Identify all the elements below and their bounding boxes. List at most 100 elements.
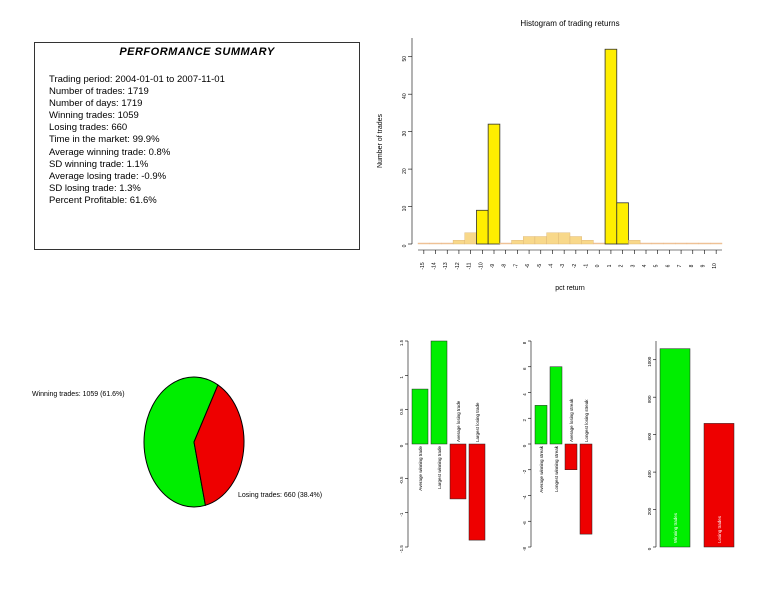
y-tick-label: 400 bbox=[647, 470, 652, 478]
returns-histogram: Histogram of trading returns pct return Nu… bbox=[377, 19, 723, 292]
histogram-bar bbox=[663, 242, 676, 245]
y-tick-label: 30 bbox=[402, 131, 408, 137]
bar bbox=[579, 443, 593, 535]
histogram-bar bbox=[581, 240, 594, 245]
bar-label: Longest winning streak bbox=[554, 445, 559, 492]
x-tick-label: 2 bbox=[619, 264, 625, 267]
pie-label-winning: Winning trades: 1059 (61.6%) bbox=[32, 391, 125, 398]
bar-label: Winning trades bbox=[673, 512, 678, 543]
y-tick-label: 4 bbox=[522, 393, 527, 396]
y-tick-label: 10 bbox=[402, 206, 408, 212]
bar-label: Longest losing streak bbox=[584, 399, 589, 442]
bar-label: Losing trades bbox=[717, 515, 722, 543]
y-tick-label: -6 bbox=[522, 521, 527, 525]
summary-title: PERFORMANCE SUMMARY bbox=[119, 46, 275, 58]
histogram-bar bbox=[534, 236, 547, 245]
summary-line: Time in the market: 99.9% bbox=[49, 134, 160, 146]
pie-slice-losing bbox=[193, 384, 245, 506]
x-tick-label: -14 bbox=[432, 262, 438, 269]
x-tick-label: -13 bbox=[443, 262, 449, 269]
x-tick-label: -4 bbox=[548, 264, 554, 269]
histogram-bar bbox=[476, 209, 489, 245]
bar bbox=[430, 340, 448, 445]
x-tick-label: -11 bbox=[467, 262, 473, 269]
bar bbox=[534, 405, 548, 445]
bar bbox=[411, 388, 429, 445]
y-tick-label: 800 bbox=[647, 395, 652, 403]
summary-line: Average winning trade: 0.8% bbox=[49, 146, 171, 158]
bar bbox=[468, 443, 486, 541]
bar-label: Largest losing trade bbox=[475, 402, 480, 442]
bar bbox=[659, 348, 691, 548]
x-tick-label: -2 bbox=[572, 264, 578, 269]
histogram-bar bbox=[511, 240, 524, 245]
x-tick-label: -9 bbox=[490, 264, 496, 269]
histogram-bar bbox=[710, 242, 723, 245]
x-tick-label: 0 bbox=[595, 264, 601, 267]
x-tick-label: -12 bbox=[455, 262, 461, 269]
trade-count-bar-chart: 0 200 400 600 800 1000 Winning trades Losing tr… bbox=[647, 341, 735, 550]
win-loss-pie-chart: Winning trades: 1059 (61.6%) Losing trade… bbox=[32, 376, 322, 508]
histogram-bar bbox=[429, 242, 442, 245]
y-tick-label: -0.5 bbox=[399, 476, 404, 484]
y-tick-label: 0 bbox=[522, 444, 527, 447]
x-axis-label: pct return bbox=[555, 285, 585, 292]
histogram-bar bbox=[593, 242, 606, 245]
y-tick-label: -4 bbox=[522, 495, 527, 499]
streak-bar-chart: -8 -6 -4 -2 0 2 4 6 8 Average winning streak Longe… bbox=[522, 340, 593, 551]
bar bbox=[564, 443, 578, 470]
x-tick-label: 6 bbox=[665, 264, 671, 267]
histogram-bar bbox=[558, 232, 571, 245]
y-tick-label: -2 bbox=[522, 469, 527, 473]
summary-line: SD losing trade: 1.3% bbox=[49, 182, 141, 194]
histogram-bar bbox=[698, 242, 711, 245]
x-tick-label: 3 bbox=[630, 264, 636, 267]
summary-line: Number of trades: 1719 bbox=[49, 86, 149, 98]
summary-line: SD winning trade: 1.1% bbox=[49, 158, 149, 170]
x-tick-label: -6 bbox=[525, 264, 531, 269]
bar bbox=[703, 423, 735, 548]
y-tick-label: -1.5 bbox=[399, 545, 404, 553]
x-tick-label: -8 bbox=[502, 264, 508, 269]
histogram-bar bbox=[628, 240, 641, 245]
summary-line: Number of days: 1719 bbox=[49, 98, 143, 110]
y-tick-label: 600 bbox=[647, 432, 652, 440]
y-tick-label: 20 bbox=[402, 168, 408, 174]
histogram-bar bbox=[487, 123, 501, 245]
y-tick-label: 40 bbox=[402, 93, 408, 99]
x-tick-label: -7 bbox=[513, 264, 519, 269]
bar bbox=[449, 443, 467, 500]
y-tick-label: 50 bbox=[402, 56, 408, 62]
y-tick-label: 0 bbox=[647, 547, 652, 550]
histogram-bar bbox=[546, 232, 559, 245]
summary-line: Average losing trade: -0.9% bbox=[49, 170, 167, 182]
y-tick-label: 1000 bbox=[647, 356, 652, 367]
chart-title: Histogram of trading returns bbox=[520, 19, 619, 28]
y-tick-label: -1 bbox=[399, 512, 404, 516]
trade-size-bar-chart: -1.5 -1 -0.5 0 0.5 1 1.5 Average winning trade L… bbox=[399, 339, 486, 553]
bar-label: Average losing trade bbox=[456, 400, 461, 442]
x-tick-label: -15 bbox=[420, 262, 426, 269]
pie-label-losing: Losing trades: 660 (38.4%) bbox=[238, 492, 322, 499]
histogram-bar bbox=[417, 242, 430, 245]
histogram-bar bbox=[499, 242, 512, 245]
histogram-bar bbox=[675, 242, 688, 245]
x-tick-label: 9 bbox=[700, 264, 706, 267]
histogram-bar bbox=[604, 48, 618, 245]
summary-line: Winning trades: 1059 bbox=[49, 110, 139, 122]
histogram-bar bbox=[639, 242, 653, 245]
x-tick-label: -5 bbox=[537, 264, 543, 269]
y-tick-label: -8 bbox=[522, 547, 527, 551]
bar-label: Average winning trade bbox=[418, 446, 423, 491]
y-tick-label: 6 bbox=[522, 367, 527, 370]
histogram-bar bbox=[523, 236, 536, 245]
y-tick-label: 200 bbox=[647, 507, 652, 515]
histogram-bar bbox=[452, 240, 465, 245]
histogram-bar bbox=[464, 232, 477, 245]
x-tick-label: -3 bbox=[560, 264, 566, 269]
summary-lines: Trading period: 2004-01-01 to 2007-11-01… bbox=[49, 74, 225, 207]
y-tick-label: 0 bbox=[402, 244, 408, 247]
y-tick-label: 1.5 bbox=[399, 339, 404, 346]
x-tick-label: -1 bbox=[584, 264, 590, 269]
histogram-bar bbox=[651, 242, 664, 245]
